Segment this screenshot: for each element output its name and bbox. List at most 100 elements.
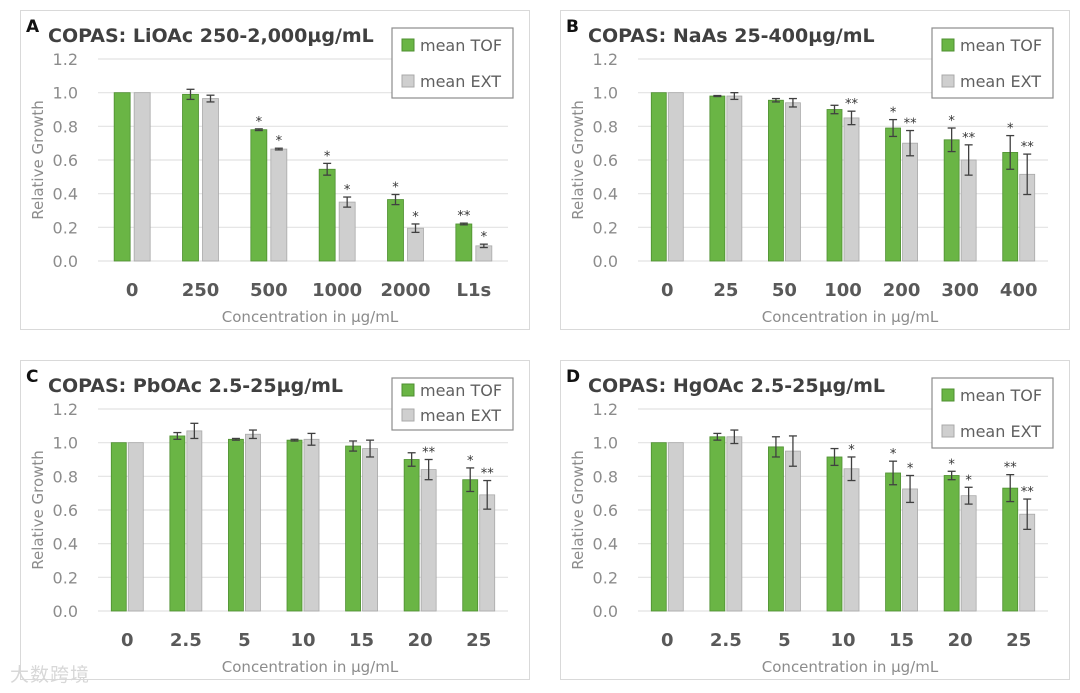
significance-marker: *	[324, 149, 331, 164]
y-tick-label: 1.0	[53, 84, 78, 103]
y-axis-label: Relative Growth	[569, 450, 587, 570]
y-tick-label: 0.2	[53, 218, 78, 237]
legend: mean TOF mean EXT	[391, 377, 514, 431]
significance-marker: *	[890, 106, 897, 121]
significance-marker: *	[890, 447, 897, 462]
y-tick-label: 1.2	[593, 50, 618, 69]
significance-marker: **	[481, 467, 495, 482]
chart-panel-C: 0.0 0.2 0.4 0.6 0.8 1.0 1.2 Relative Growth Conc…	[20, 360, 530, 680]
legend-swatch-ext	[941, 424, 955, 438]
ext-bar	[303, 438, 320, 612]
y-axis-label: Relative Growth	[29, 100, 47, 220]
legend-label: mean TOF	[420, 36, 502, 55]
tof-bar	[286, 439, 303, 612]
legend-swatch-ext	[401, 408, 415, 422]
ext-bar	[902, 142, 918, 262]
y-tick-label: 0.0	[593, 602, 618, 621]
y-tick-label: 0.4	[593, 535, 618, 554]
y-tick-label: 0.0	[593, 252, 618, 271]
significance-marker: *	[256, 115, 263, 130]
y-tick-label: 0.2	[593, 568, 618, 587]
y-tick-label: 0.4	[593, 185, 618, 204]
chart-title: COPAS: PbOAc 2.5-25µg/mL	[48, 375, 343, 397]
y-tick-label: 0.0	[53, 602, 78, 621]
x-tick-label: 500	[250, 280, 288, 301]
ext-bar	[843, 117, 860, 262]
tof-bar	[182, 93, 199, 262]
x-tick-label: 0	[661, 630, 674, 651]
tof-bar	[650, 442, 667, 612]
y-tick-label: 1.2	[593, 400, 618, 419]
ext-bar	[338, 201, 356, 262]
y-tick-label: 0.6	[53, 501, 78, 520]
significance-marker: **	[962, 131, 976, 146]
y-tick-label: 0.2	[53, 568, 78, 587]
legend-label: mean EXT	[420, 406, 501, 425]
y-tick-label: 1.2	[53, 400, 78, 419]
x-tick-label: 0	[121, 630, 134, 651]
tof-bar	[462, 479, 479, 612]
x-tick-label: 400	[1000, 280, 1038, 301]
y-tick-label: 0.2	[593, 218, 618, 237]
legend-swatch-tof	[941, 38, 955, 52]
significance-marker: *	[481, 230, 488, 245]
ext-bar	[726, 95, 743, 262]
panel-letter: A	[26, 17, 40, 37]
x-tick-label: 1000	[312, 280, 362, 301]
y-tick-label: 0.8	[593, 467, 618, 486]
ext-bar	[127, 442, 144, 612]
significance-marker: *	[412, 210, 419, 225]
significance-marker: *	[948, 457, 955, 472]
tof-bar	[228, 438, 244, 612]
legend-label: mean EXT	[420, 72, 501, 91]
legend: mean TOF mean EXT	[931, 377, 1054, 449]
chart-title: COPAS: HgOAc 2.5-25µg/mL	[588, 375, 885, 397]
ext-bar	[407, 227, 424, 262]
legend-swatch-tof	[401, 38, 415, 52]
ext-bar	[902, 488, 918, 612]
x-tick-label: 5	[778, 630, 791, 651]
significance-marker: **	[457, 209, 471, 224]
tof-bar	[345, 445, 361, 612]
y-tick-label: 1.0	[593, 434, 618, 453]
legend: mean TOF mean EXT	[391, 27, 514, 99]
watermark: 大数跨境	[10, 664, 91, 686]
x-axis-label: Concentration in µg/mL	[762, 308, 939, 326]
x-tick-label: 15	[889, 630, 914, 651]
tof-bar	[826, 109, 843, 262]
y-tick-label: 0.8	[593, 117, 618, 136]
tof-bar	[113, 92, 131, 262]
significance-marker: *	[948, 114, 955, 129]
panel-letter: D	[566, 367, 580, 387]
ext-bar	[420, 469, 437, 612]
ext-bar	[245, 433, 261, 612]
tof-bar	[768, 446, 784, 612]
x-tick-label: 0	[661, 280, 674, 301]
ext-bar	[202, 98, 219, 262]
tof-bar	[1002, 487, 1019, 612]
significance-marker: **	[422, 446, 436, 461]
y-tick-label: 1.2	[53, 50, 78, 69]
y-tick-label: 0.4	[53, 185, 78, 204]
ext-bar	[667, 92, 684, 262]
legend-label: mean TOF	[960, 386, 1042, 405]
significance-marker: *	[467, 454, 474, 469]
ext-bar	[270, 148, 288, 262]
ext-bar	[843, 468, 860, 612]
y-tick-label: 1.0	[53, 434, 78, 453]
tof-bar	[455, 223, 473, 262]
tof-bar	[387, 199, 404, 262]
legend: mean TOF mean EXT	[931, 27, 1054, 99]
panel-letter: C	[26, 367, 38, 387]
ext-bar	[785, 450, 801, 612]
x-tick-label: 5	[238, 630, 251, 651]
legend-label: mean TOF	[960, 36, 1042, 55]
x-tick-label: 20	[948, 630, 973, 651]
y-tick-label: 0.8	[53, 467, 78, 486]
significance-marker: *	[276, 134, 283, 149]
x-tick-label: 200	[883, 280, 921, 301]
ext-bar	[133, 92, 151, 262]
ext-bar	[667, 442, 684, 612]
tof-bar	[885, 127, 901, 262]
x-tick-label: 300	[941, 280, 979, 301]
